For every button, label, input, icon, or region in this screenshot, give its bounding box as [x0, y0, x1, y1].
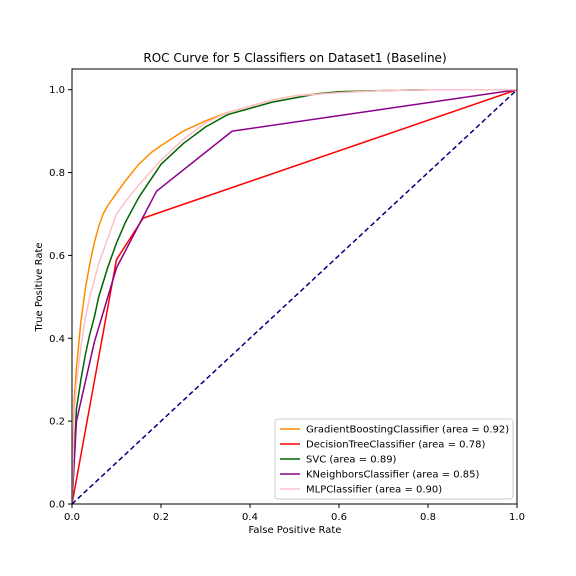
x-axis-label: False Positive Rate [249, 525, 342, 536]
y-tick-label: 1.0 [49, 85, 65, 96]
y-tick-label: 0.0 [49, 500, 65, 511]
y-axis-label: True Positive Rate [34, 242, 45, 332]
series-line-4 [72, 88, 517, 504]
series-layer [72, 88, 517, 504]
legend-label-3: SVC (area = 0.89) [306, 455, 397, 466]
legend-label-2: DecisionTreeClassifier (area = 0.78) [306, 440, 485, 451]
x-tick-label: 0.4 [242, 512, 258, 523]
y-tick-label: 0.4 [49, 334, 65, 345]
legend-label-4: KNeighborsClassifier (area = 0.85) [306, 470, 479, 481]
series-line-2 [72, 89, 517, 504]
legend: GradientBoostingClassifier (area = 0.92)… [274, 418, 514, 500]
plot-frame [71, 68, 518, 505]
legend-box [274, 418, 514, 500]
x-tick-label: 1.0 [509, 512, 525, 523]
chance-line [72, 89, 517, 504]
chart-title: ROC Curve for 5 Classifiers on Dataset1 … [143, 51, 446, 65]
series-line-5 [72, 88, 517, 504]
y-tick-label: 0.8 [49, 168, 65, 179]
x-tick-label: 0.8 [420, 512, 436, 523]
y-axis: 0.0 0.2 0.4 0.6 0.8 1.0 [49, 85, 72, 511]
x-tick-label: 0.0 [64, 512, 80, 523]
y-tick-label: 0.2 [49, 417, 65, 428]
x-tick-label: 0.2 [153, 512, 169, 523]
x-axis: 0.0 0.2 0.4 0.6 0.8 1.0 [64, 504, 525, 523]
legend-label-5: MLPClassifier (area = 0.90) [306, 485, 442, 496]
y-tick-label: 0.6 [49, 251, 65, 262]
x-tick-label: 0.6 [331, 512, 347, 523]
legend-label-1: GradientBoostingClassifier (area = 0.92) [306, 425, 509, 436]
